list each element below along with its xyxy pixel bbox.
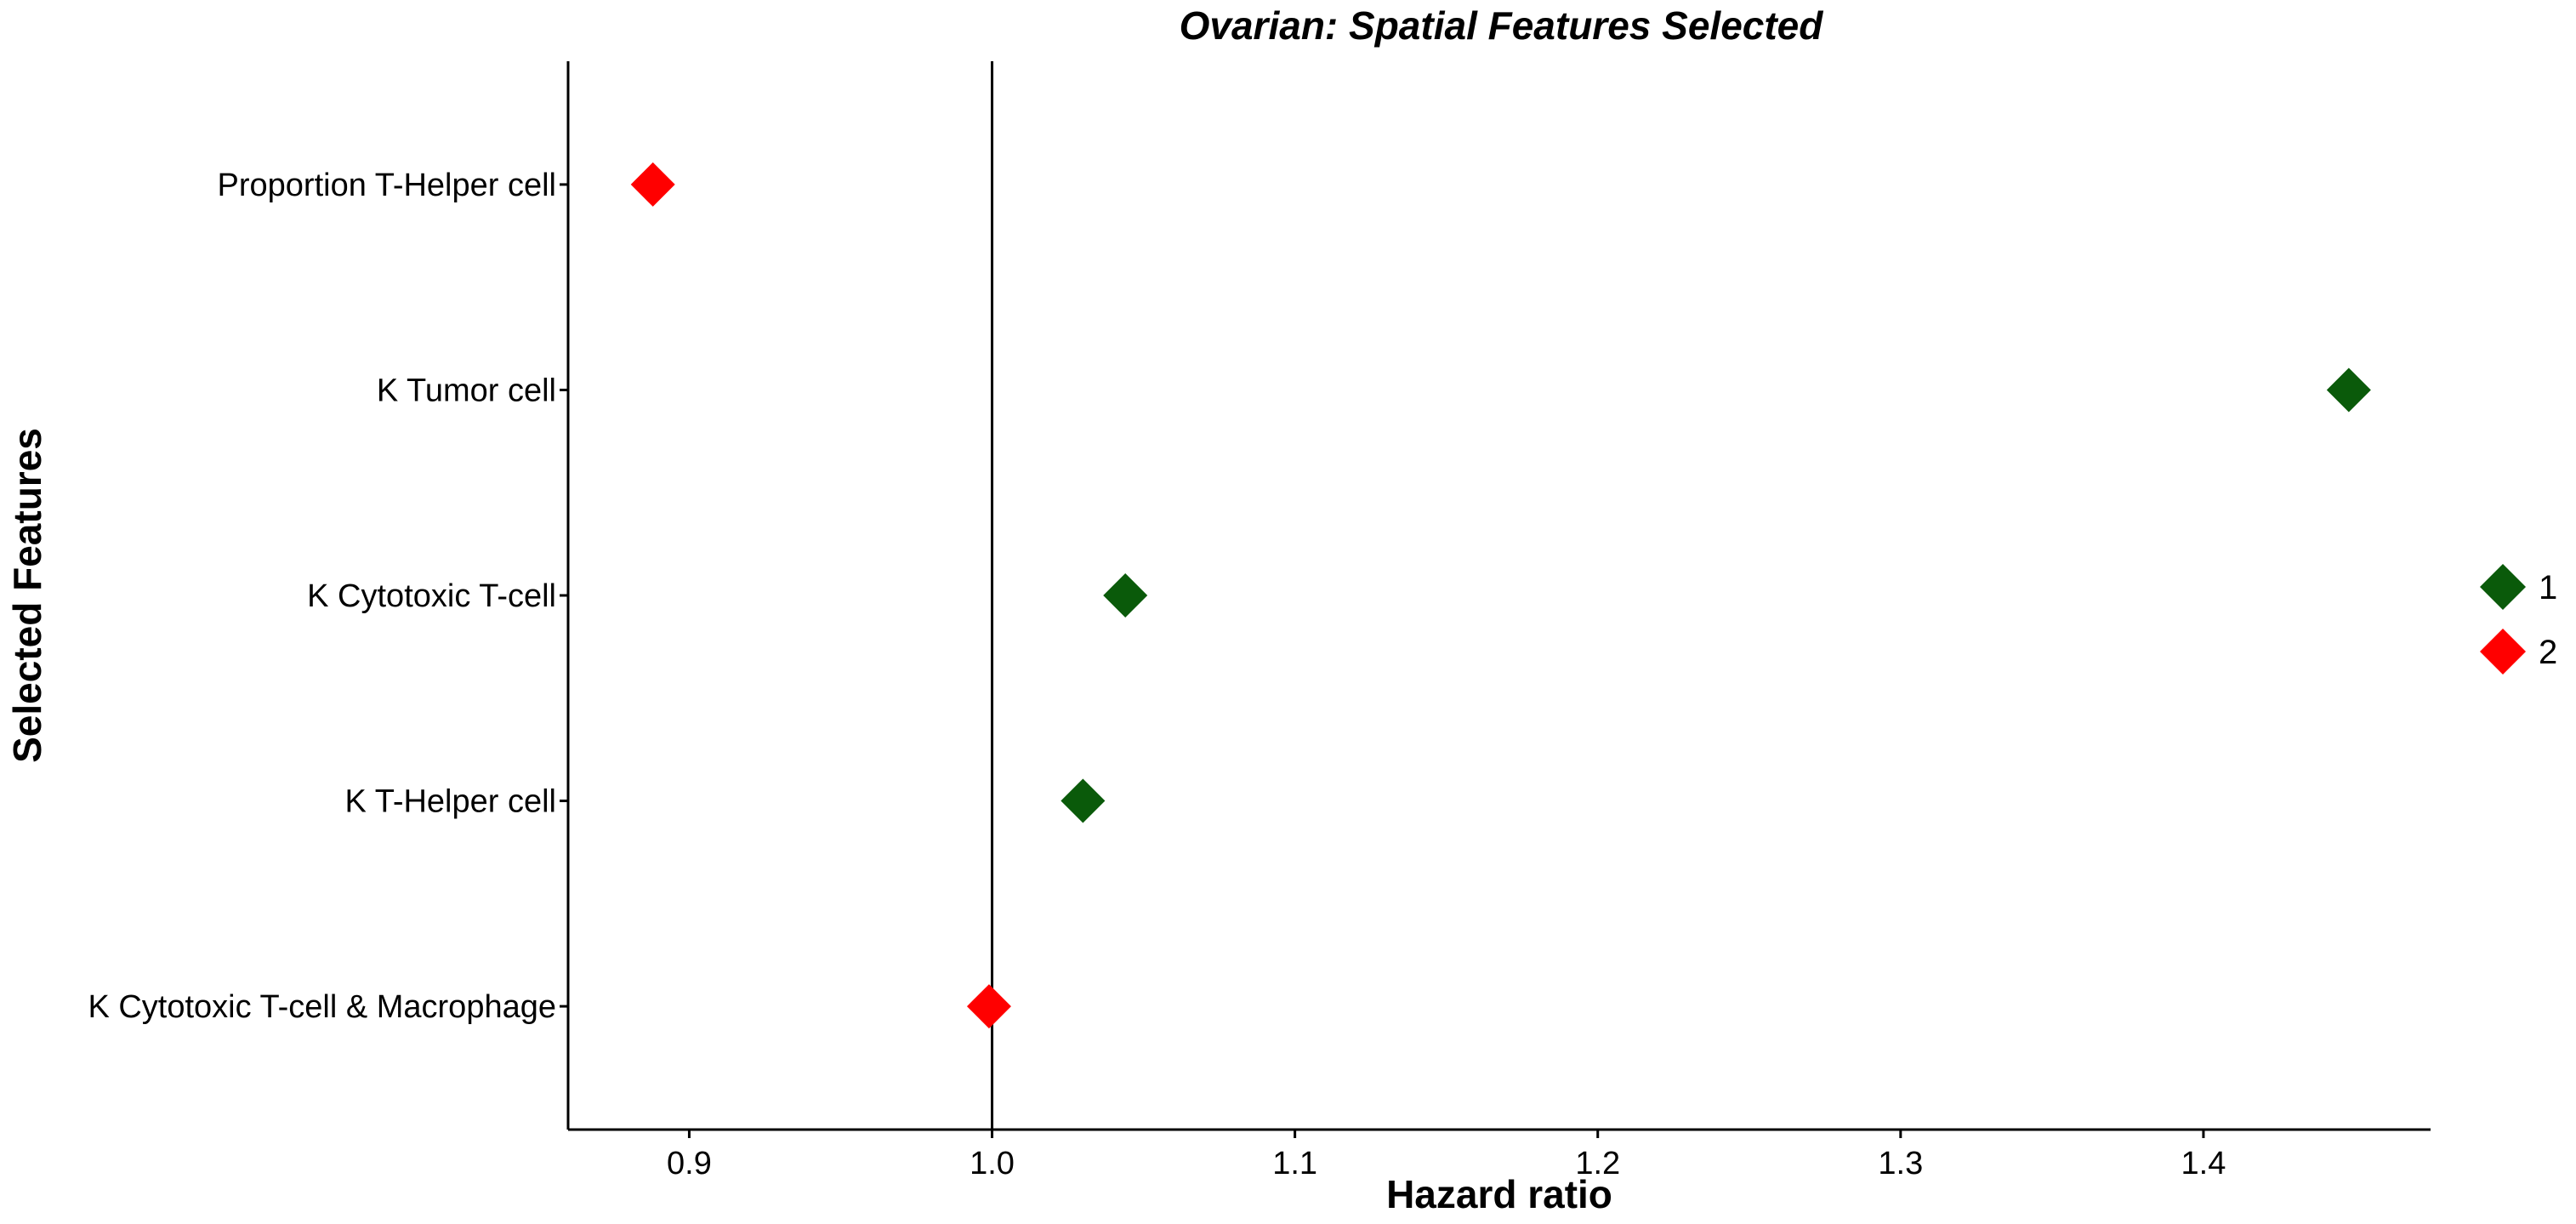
- x-tick-label: 1.0: [970, 1146, 1015, 1181]
- x-tick-label: 1.2: [1575, 1146, 1620, 1181]
- y-tick-label: Proportion T-Helper cell: [218, 168, 556, 203]
- chart-title: Ovarian: Spatial Features Selected: [1180, 3, 1824, 48]
- legend-label: 2: [2539, 634, 2557, 671]
- legend-key: [2480, 564, 2526, 610]
- data-point: [1061, 778, 1106, 823]
- x-tick-label: 1.1: [1272, 1146, 1317, 1181]
- x-ticks: 0.9 1.0 1.1 1.2 1.3 1.4: [667, 1130, 2226, 1181]
- x-tick-label: 1.3: [1878, 1146, 1923, 1181]
- data-points: [630, 162, 2371, 1029]
- data-point: [966, 984, 1011, 1029]
- y-ticks: Proportion T-Helper cell K Tumor cell K Cy…: [88, 168, 568, 1025]
- data-point: [630, 162, 675, 207]
- x-axis-title: Hazard ratio: [1386, 1172, 1612, 1216]
- legend-key: [2480, 629, 2526, 675]
- x-tick-label: 0.9: [667, 1146, 712, 1181]
- legend: 12: [2480, 564, 2557, 675]
- y-tick-label: K T-Helper cell: [344, 784, 556, 820]
- x-tick-label: 1.4: [2181, 1146, 2226, 1181]
- y-tick-label: K Cytotoxic T-cell & Macrophage: [88, 989, 556, 1025]
- legend-label: 1: [2539, 569, 2557, 606]
- y-axis-title: Selected Features: [5, 428, 49, 763]
- data-point: [1103, 573, 1148, 618]
- y-tick-label: K Cytotoxic T-cell: [307, 578, 556, 614]
- y-tick-label: K Tumor cell: [377, 373, 556, 408]
- data-point: [2326, 367, 2371, 413]
- plot-area: Proportion T-Helper cell K Tumor cell K Cy…: [88, 61, 2431, 1181]
